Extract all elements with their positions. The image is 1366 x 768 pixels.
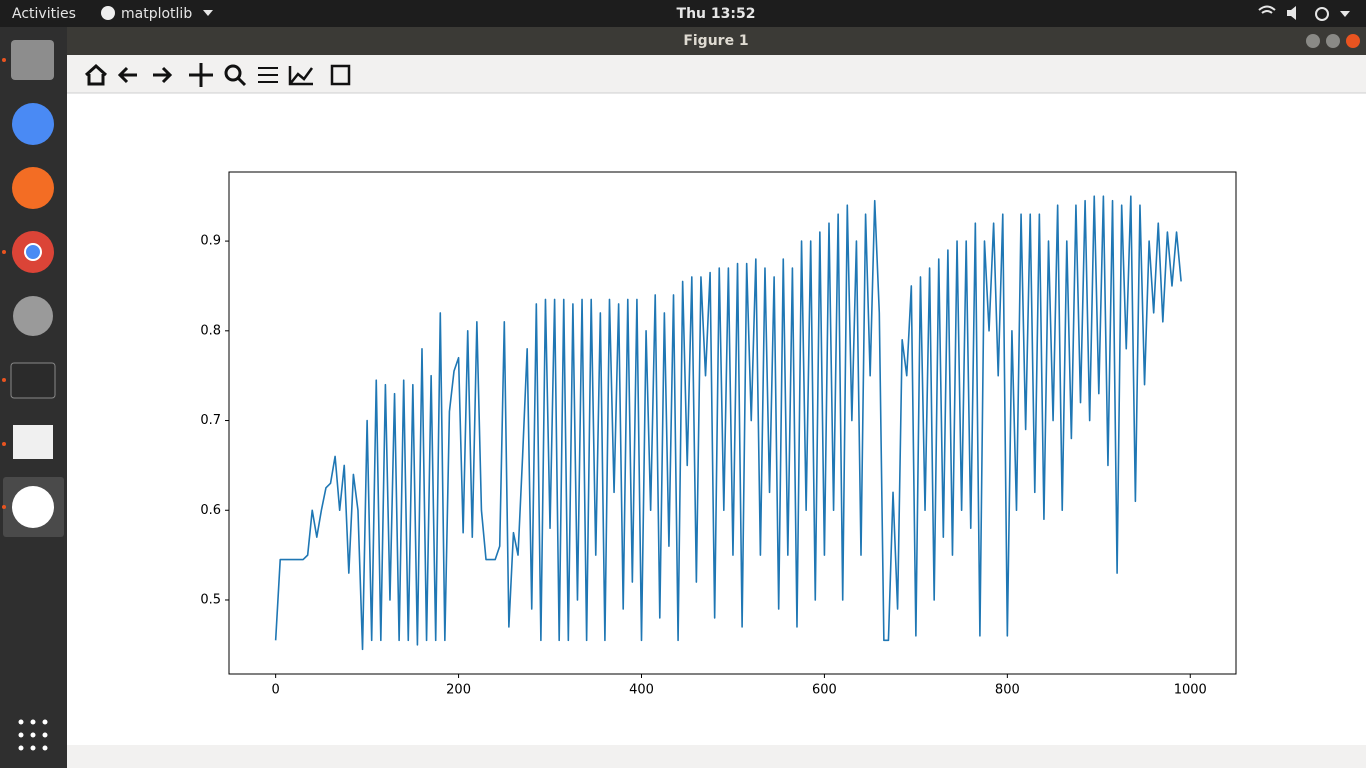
plot: 0 200 400 600 800 1000 0.5 0.6 0.7 0.8 0.9: [200, 171, 1237, 698]
y-tick-label: 0.7: [200, 413, 221, 428]
chrome-icon-center: [24, 243, 42, 261]
data-line: [274, 195, 1182, 651]
x-tick-label: 1000: [1174, 683, 1207, 698]
zoom-button[interactable]: [224, 64, 242, 82]
terminal-icon[interactable]: [10, 362, 56, 399]
x-tick-label: 400: [629, 683, 654, 698]
y-tick-label: 0.8: [200, 323, 221, 338]
x-tick-label: 0: [272, 683, 280, 698]
activities[interactable]: Activities: [12, 6, 76, 22]
save-button[interactable]: [330, 64, 351, 86]
matplotlib-icon[interactable]: [12, 486, 54, 528]
axes-button[interactable]: [288, 66, 314, 86]
firefox-icon[interactable]: [12, 167, 54, 209]
app-menu-arrow: [203, 10, 213, 16]
editor-icon[interactable]: [13, 425, 53, 459]
toolbar-icons: [84, 63, 351, 87]
x-tick-label: 800: [995, 683, 1020, 698]
title-bar: [67, 27, 1366, 55]
top-bar: [0, 0, 1366, 27]
x-tick-label: 200: [446, 683, 471, 698]
y-tick-label: 0.6: [200, 503, 221, 518]
chromium-icon[interactable]: [12, 103, 54, 145]
home-button[interactable]: [84, 63, 108, 86]
files-icon[interactable]: [11, 40, 54, 80]
window-title: Figure 1: [683, 33, 748, 49]
minimize-button[interactable]: [1306, 34, 1320, 48]
axes-frame: [228, 171, 1237, 675]
system-menu-arrow[interactable]: [1340, 11, 1350, 17]
zoom-handle: [236, 76, 247, 87]
app-icon: [101, 6, 115, 20]
y-tick-label: 0.5: [200, 592, 221, 607]
back-button[interactable]: [117, 66, 137, 84]
maximize-button[interactable]: [1326, 34, 1340, 48]
status-bar: [67, 745, 1366, 768]
volume-icon[interactable]: [1287, 6, 1296, 20]
app-grid-icon[interactable]: [18, 719, 48, 751]
x-tick-label: 600: [812, 683, 837, 698]
power-icon[interactable]: [1315, 7, 1329, 21]
forward-button[interactable]: [153, 66, 173, 84]
toolbar: [67, 55, 1366, 93]
running-indicators: [2, 58, 6, 509]
close-button[interactable]: [1346, 34, 1360, 48]
pan-button[interactable]: [189, 63, 213, 87]
app-menu[interactable]: matplotlib: [121, 6, 192, 22]
clock[interactable]: Thu 13:52: [677, 6, 756, 22]
settings-icon[interactable]: [13, 296, 53, 336]
y-tick-label: 0.9: [200, 234, 221, 249]
configure-button[interactable]: [258, 67, 278, 83]
wifi-icon[interactable]: [1258, 5, 1276, 14]
